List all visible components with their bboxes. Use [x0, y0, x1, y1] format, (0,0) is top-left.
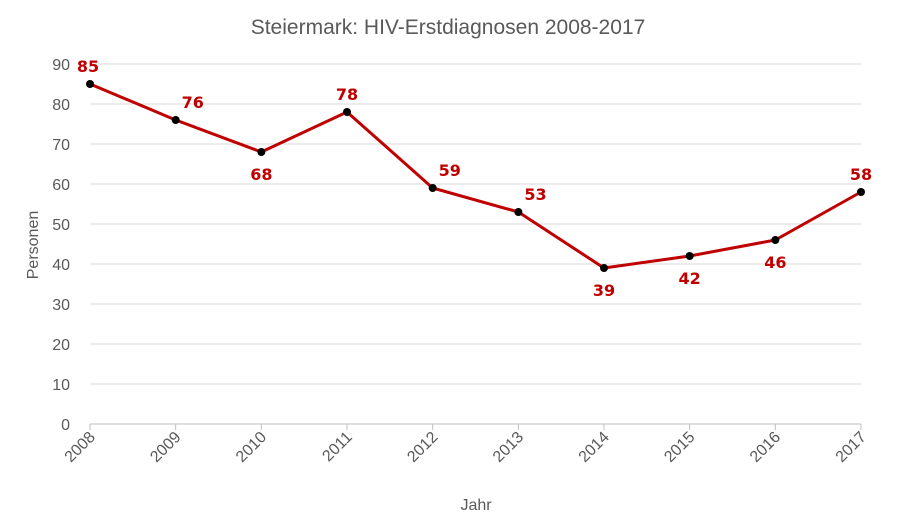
- data-point: [171, 116, 180, 124]
- data-labels: 85 76 68 78 59 53 39 42 46 58: [77, 57, 872, 300]
- y-tick-label: 50: [52, 217, 70, 234]
- data-point: [857, 188, 865, 196]
- y-tick-label: 30: [52, 297, 70, 314]
- y-tick-label: 40: [52, 257, 70, 274]
- data-label: 42: [679, 269, 701, 288]
- data-label: 46: [764, 253, 786, 272]
- y-tick-label: 0: [61, 417, 70, 434]
- x-tick-label: 2010: [233, 429, 270, 466]
- series-line: [89, 82, 862, 270]
- x-tick-label: 2011: [319, 429, 355, 465]
- data-point: [86, 80, 94, 88]
- y-tick-label: 80: [52, 97, 70, 114]
- y-tick-label: 90: [52, 57, 70, 74]
- data-point: [257, 148, 266, 156]
- data-point: [685, 252, 694, 260]
- y-axis-label: Personen: [25, 211, 42, 280]
- y-axis-ticks: 0 10 20 30 40 50 60 70 80 90: [52, 57, 70, 434]
- data-label: 68: [250, 165, 272, 184]
- data-point: [343, 108, 351, 116]
- x-tick-label: 2015: [661, 429, 698, 466]
- x-tick-label: 2009: [147, 429, 184, 466]
- x-tick-label: 2014: [576, 429, 613, 466]
- x-tick-label: 2008: [62, 429, 99, 466]
- gridlines: [90, 63, 861, 425]
- x-tick-label: 2012: [404, 429, 441, 466]
- data-label: 53: [524, 185, 546, 204]
- data-point: [514, 208, 523, 216]
- data-label: 85: [77, 57, 99, 76]
- data-point: [600, 264, 608, 272]
- x-tick-label: 2016: [747, 429, 784, 466]
- x-tick-label: 2013: [490, 429, 527, 466]
- y-tick-label: 60: [52, 177, 70, 194]
- data-label: 58: [850, 165, 872, 184]
- data-point: [771, 236, 780, 244]
- series-group: [86, 80, 865, 272]
- y-tick-label: 10: [52, 377, 70, 394]
- y-tick-label: 20: [52, 337, 70, 354]
- x-axis-label: Jahr: [460, 497, 492, 514]
- data-label: 76: [182, 93, 204, 112]
- data-point: [428, 184, 437, 192]
- data-label: 39: [593, 281, 615, 300]
- x-axis-ticks: 2008 2009 2010 2011 2012 2013 2014 2015 2016 2017: [62, 424, 870, 466]
- x-tick-label: 2017: [833, 429, 870, 466]
- y-tick-label: 70: [52, 137, 70, 154]
- data-label: 78: [336, 85, 358, 104]
- chart-title: Steiermark: HIV-Erstdiagnosen 2008-2017: [251, 16, 646, 39]
- data-label: 59: [439, 161, 461, 180]
